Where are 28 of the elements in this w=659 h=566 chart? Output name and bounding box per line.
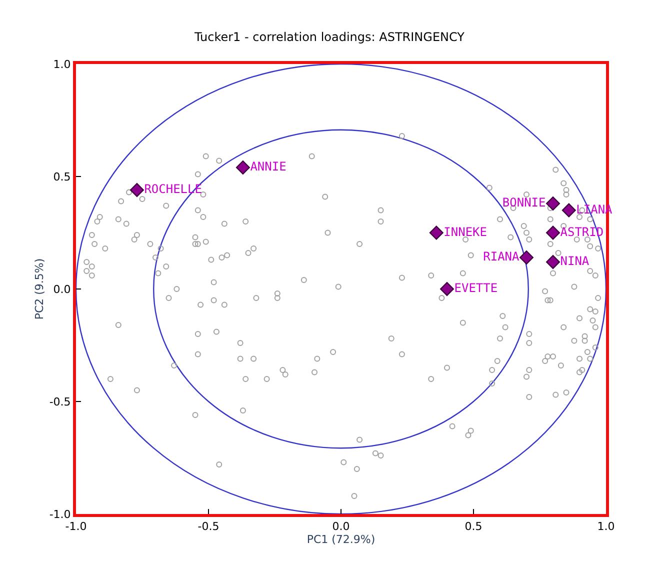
data-label: BONNIE [502,196,546,210]
point [440,282,454,296]
y-tick-label: 1.0 [53,58,71,71]
point [546,226,560,240]
point [236,160,250,174]
point [546,196,560,210]
data-label: RIANA [483,250,520,264]
data-label: EVETTE [454,281,498,295]
y-tick-label: 0.0 [53,282,71,296]
x-axis-title: PC1 (72.9%) [306,533,376,546]
x-tick-label: 1.0 [597,520,615,534]
point [546,255,560,269]
chart-title: Tucker1 - correlation loadings: ASTRINGENCY [193,30,466,44]
x-tick-label: 0.5 [464,520,482,534]
point [562,203,576,218]
point [130,183,144,197]
x-tick-label: -1.0 [65,520,87,534]
y-tick-label: -0.5 [49,395,71,408]
data-label: INNEKE [444,224,488,239]
y-tick-label: -1.0 [49,508,71,521]
x-tick-label: -0.5 [198,520,220,534]
y-tick-label: 0.5 [53,170,71,184]
x-tick-label: 0.0 [332,520,350,534]
y-axis-title: PC2 (9.5%) [32,258,46,320]
data-label: ANNIE [250,160,286,174]
data-label: NINA [560,254,590,268]
point [429,226,444,240]
point [520,250,534,264]
